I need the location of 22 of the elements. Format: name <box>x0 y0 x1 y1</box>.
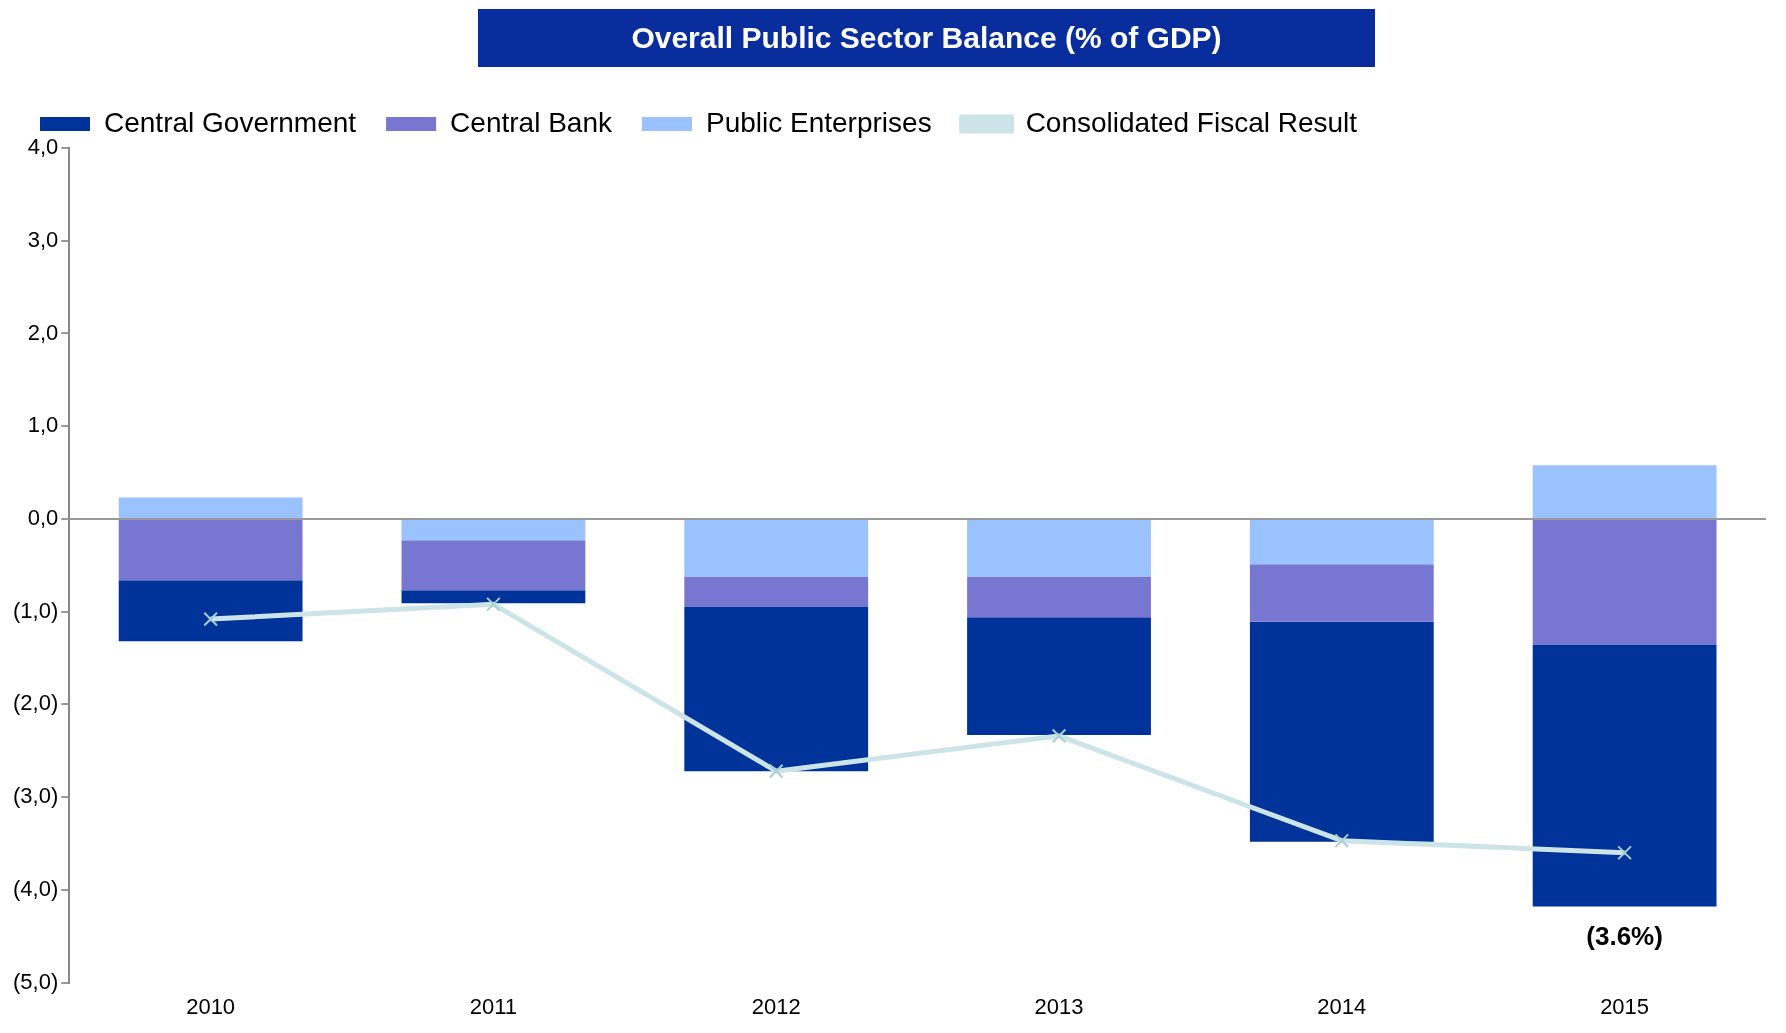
x-tick-label: 2015 <box>1600 993 1650 1019</box>
chart-title: Overall Public Sector Balance (% of GDP) <box>478 9 1375 67</box>
y-tick-label: 3,0 <box>27 226 59 252</box>
y-tick-label: (3,0) <box>12 783 59 809</box>
y-tick-label: (2,0) <box>12 690 59 716</box>
x-tick-label: 2014 <box>1317 993 1367 1019</box>
y-tick-label: (5,0) <box>12 968 59 994</box>
legend-label: Central Bank <box>450 106 613 138</box>
y-tick-label: 0,0 <box>27 505 59 530</box>
x-tick-label: 2013 <box>1034 993 1084 1019</box>
x-tick-label: 2011 <box>469 993 518 1019</box>
x-tick-label: 2012 <box>751 993 801 1019</box>
y-tick-label: 4,0 <box>27 134 59 160</box>
y-tick-label: 1,0 <box>27 412 59 438</box>
legend-label: Central Government <box>104 106 357 138</box>
x-tick-label: 2010 <box>186 993 236 1019</box>
y-tick-label: 2,0 <box>27 319 59 345</box>
legend-label: Public Enterprises <box>705 106 932 138</box>
data-label: (3.6%) <box>1586 920 1663 951</box>
y-tick-label: (1,0) <box>12 597 59 623</box>
legend-label: Consolidated Fiscal Result <box>1025 106 1358 138</box>
y-tick-label: (4,0) <box>12 875 59 901</box>
